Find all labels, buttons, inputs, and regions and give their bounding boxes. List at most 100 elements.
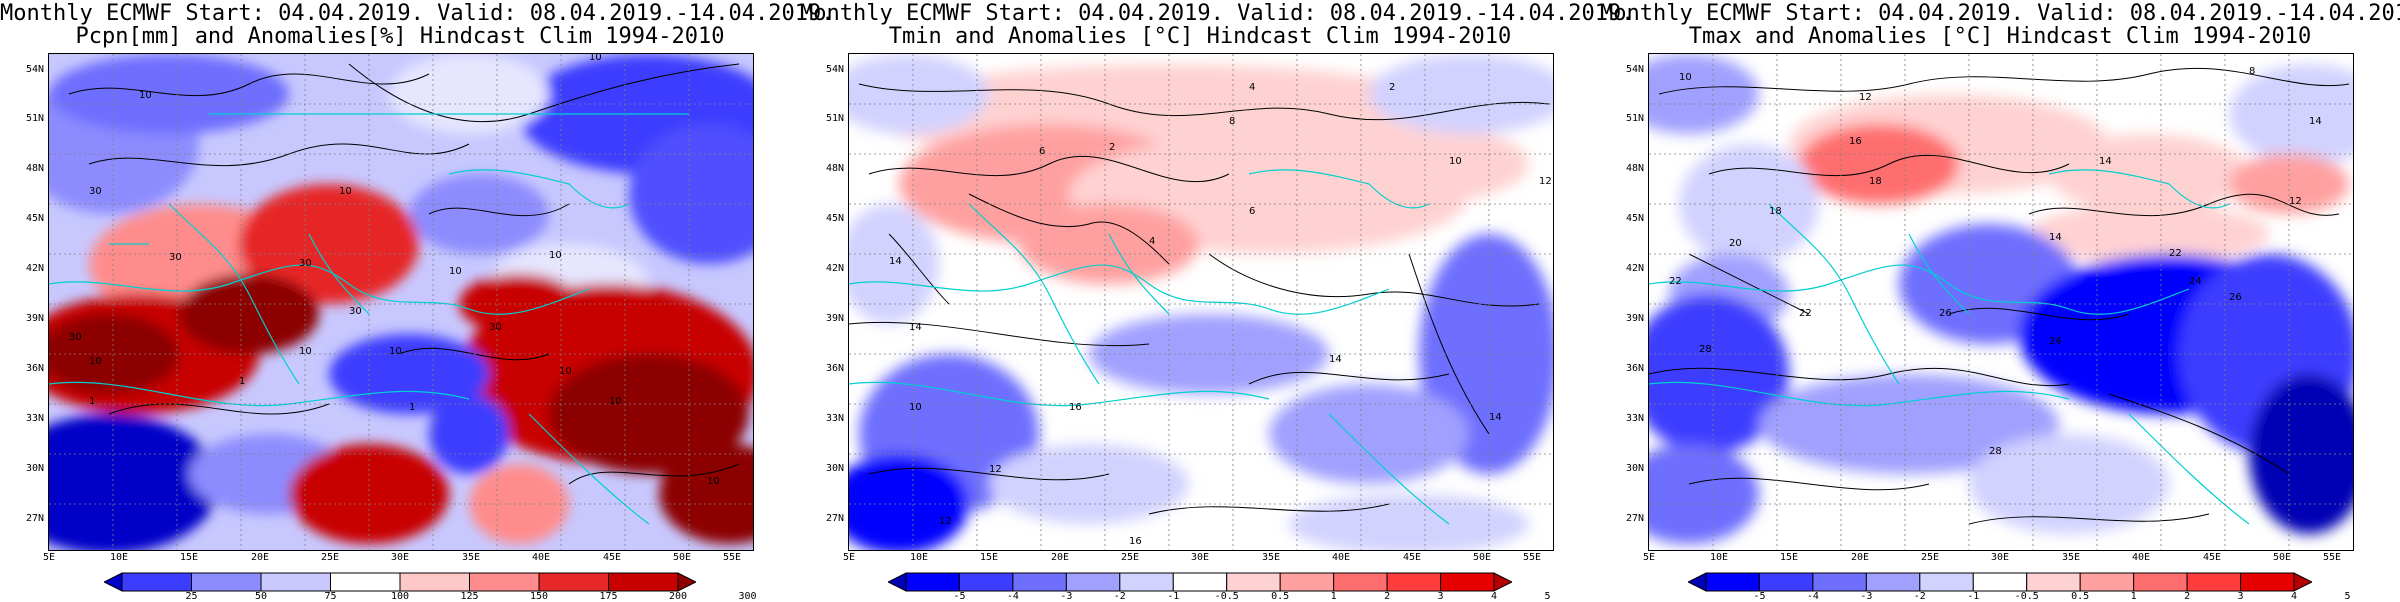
contour-label: 30: [69, 332, 82, 343]
lon-tick-label: 20E: [1050, 552, 1070, 563]
contour-label: 16: [1069, 402, 1082, 413]
lon-tick-label: 10E: [109, 552, 129, 563]
contour-label: 16: [1129, 536, 1142, 547]
color-scale-label: 4: [1490, 591, 1498, 602]
contour-label: 6: [1249, 206, 1255, 217]
color-scale-segment: [1012, 572, 1067, 592]
contour-label: 10: [339, 186, 352, 197]
color-scale-segment: [2026, 572, 2081, 592]
color-scale-label: 100: [390, 591, 410, 602]
lat-tick-label: 36N: [1625, 363, 1644, 374]
lat-tick-label: 33N: [1625, 413, 1644, 424]
coastlines: [1649, 169, 2250, 525]
color-scale-segment: [1333, 572, 1388, 592]
color-scale-label: -0.5: [1214, 591, 1239, 602]
lat-tick-label: 39N: [25, 313, 44, 324]
lon-tick-label: 25E: [1920, 552, 1940, 563]
contour-label: 14: [1329, 354, 1342, 365]
contour-label: 8: [1229, 116, 1235, 127]
lon-tick-label: 35E: [461, 552, 481, 563]
color-scale-segment: [104, 572, 123, 592]
color-scale-segment: [905, 572, 960, 592]
color-scale-label: 125: [460, 591, 479, 602]
lat-tick-label: 30N: [825, 463, 844, 474]
color-scale-segment: [2079, 572, 2135, 592]
lat-tick-label: 51N: [25, 113, 44, 124]
contour-label: 30: [89, 186, 102, 197]
contour-label: 10: [299, 346, 312, 357]
lon-tick-label: 25E: [320, 552, 340, 563]
color-scale-label: 200: [668, 591, 688, 602]
color-scale-bar: [888, 572, 1512, 592]
color-scale-segment: [1758, 572, 1814, 592]
contour-label: 10: [1679, 72, 1692, 83]
lat-tick-label: 30N: [25, 463, 44, 474]
lon-tick-label: 15E: [179, 552, 199, 563]
color-scale-label: 300: [738, 591, 757, 602]
color-scale-label: 3: [1437, 591, 1444, 602]
contour-label: 18: [1769, 206, 1782, 217]
lon-tick-label: 35E: [2061, 552, 2081, 563]
color-scale-segment: [191, 572, 262, 592]
color-scale-segment: [2133, 572, 2188, 592]
contour-label: 10: [449, 266, 462, 277]
lat-tick-label: 27N: [25, 513, 44, 524]
lat-tick-label: 39N: [1625, 313, 1644, 324]
coastlines: [49, 113, 689, 525]
color-scale-label: 1: [1330, 591, 1337, 602]
color-scale-label: 2: [1384, 591, 1391, 602]
color-scale-label: -5: [1753, 591, 1766, 602]
panel-title-line1: Monthly ECMWF Start: 04.04.2019. Valid: …: [0, 1, 835, 26]
color-scale-segment: [1440, 572, 1495, 592]
lat-tick-label: 54N: [1625, 64, 1644, 75]
lat-tick-label: 54N: [25, 64, 44, 75]
color-scale-label: 5: [2344, 591, 2351, 602]
color-scale-segment: [1919, 572, 1974, 592]
contour-label: 22: [1669, 276, 1682, 287]
lon-tick-label: 5E: [42, 552, 56, 563]
contour-label: 10: [559, 366, 572, 377]
color-scale-segment: [1065, 572, 1121, 592]
color-scale-segment: [121, 572, 192, 592]
contour-label: 14: [2049, 232, 2062, 243]
lon-tick-label: 35E: [1261, 552, 1281, 563]
contour-label: 22: [1799, 308, 1812, 319]
color-scale-segment: [1812, 572, 1867, 592]
lat-tick-label: 42N: [25, 263, 44, 274]
contour-label: 10: [89, 356, 102, 367]
contour-label: 2: [1109, 142, 1115, 153]
tmax-panel: Monthly ECMWF Start: 04.04.2019. Valid: …: [1600, 0, 2400, 602]
lat-tick-label: 27N: [1625, 513, 1644, 524]
color-scale-label: -2: [1913, 591, 1926, 602]
contour-label: 6: [1039, 146, 1045, 157]
contour-label: 24: [2049, 336, 2062, 347]
panel-title-line1: Monthly ECMWF Start: 04.04.2019. Valid: …: [800, 1, 1635, 26]
lon-tick-label: 30E: [1990, 552, 2010, 563]
color-scale-label: -0.5: [2014, 591, 2039, 602]
lon-tick-label: 55E: [2322, 552, 2342, 563]
lon-tick-label: 20E: [250, 552, 270, 563]
color-scale-segment: [2240, 572, 2295, 592]
lat-tick-label: 51N: [825, 113, 844, 124]
lon-tick-label: 45E: [1402, 552, 1422, 563]
contour-lines: [849, 83, 1550, 515]
lat-lon-grid: [1649, 54, 2353, 550]
contour-label: 10: [609, 396, 622, 407]
contour-label: 14: [909, 322, 922, 333]
contour-label: 30: [299, 258, 312, 269]
lat-tick-label: 48N: [25, 163, 44, 174]
lat-tick-label: 42N: [1625, 263, 1644, 274]
lat-lon-grid: [849, 54, 1553, 550]
color-scale-segment: [1279, 572, 1335, 592]
contour-label: 10: [139, 90, 152, 101]
color-scale-label: 1: [2130, 591, 2137, 602]
contour-label: 22: [2169, 248, 2182, 259]
lat-tick-label: 27N: [825, 513, 844, 524]
lon-tick-label: 10E: [909, 552, 929, 563]
color-scale-bar: [104, 572, 696, 592]
lon-tick-label: 50E: [1472, 552, 1492, 563]
color-scale-label: 2: [2184, 591, 2191, 602]
color-scale-segment: [608, 572, 679, 592]
coastlines: [849, 169, 1450, 525]
lat-lon-grid: [49, 54, 753, 550]
